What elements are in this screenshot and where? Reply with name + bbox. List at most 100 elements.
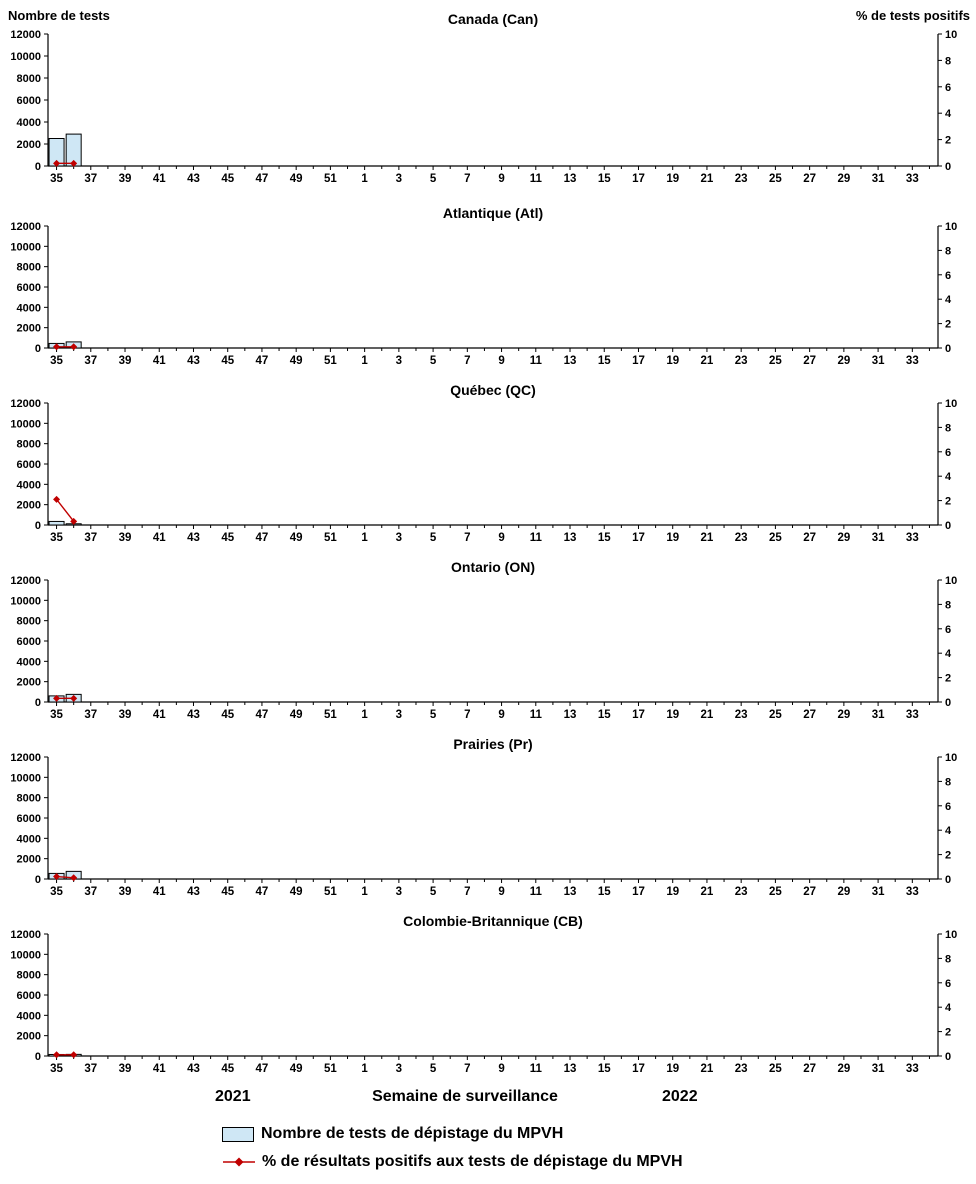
tick-label: 10000	[10, 241, 41, 253]
data-point-marker	[53, 694, 61, 702]
data-point-marker	[53, 495, 61, 503]
tick-label: 5	[430, 886, 437, 898]
chart-panel-2: Atlantique (Atl)020004000600080001000012…	[10, 205, 957, 367]
tick-label: 1	[361, 532, 368, 544]
tick-label: 45	[221, 1063, 234, 1075]
tick-label: 51	[324, 1063, 337, 1075]
tick-label: 19	[666, 355, 679, 367]
tick-label: 15	[598, 709, 611, 721]
tick-label: 2	[945, 135, 951, 147]
tick-label: 21	[701, 355, 714, 367]
tick-label: 1	[361, 173, 368, 185]
tick-label: 2000	[17, 854, 41, 866]
tick-label: 4	[945, 108, 952, 120]
tick-label: 8	[945, 55, 951, 67]
tick-label: 37	[84, 173, 97, 185]
tick-label: 25	[769, 709, 782, 721]
legend-item-positivity: % de résultats positifs aux tests de dép…	[222, 1148, 683, 1176]
tick-label: 45	[221, 173, 234, 185]
tick-label: 39	[119, 173, 132, 185]
tick-label: 27	[803, 355, 816, 367]
tick-label: 37	[84, 1063, 97, 1075]
tick-label: 0	[35, 520, 41, 532]
tick-label: 33	[906, 1063, 919, 1075]
tick-label: 17	[632, 886, 645, 898]
tick-label: 7	[464, 355, 470, 367]
data-point-marker	[70, 694, 78, 702]
tick-label: 12000	[10, 575, 41, 587]
tick-label: 27	[803, 709, 816, 721]
tick-label: 10	[945, 29, 957, 41]
tick-label: 49	[290, 173, 303, 185]
tick-label: 10	[945, 575, 957, 587]
tick-label: 37	[84, 709, 97, 721]
tick-label: 0	[35, 1051, 41, 1063]
tick-label: 13	[564, 173, 577, 185]
tick-label: 8	[945, 422, 951, 434]
chart-title: Ontario (ON)	[451, 559, 535, 575]
tick-label: 35	[50, 532, 63, 544]
tick-label: 23	[735, 355, 748, 367]
tick-label: 6000	[17, 282, 41, 294]
tick-label: 33	[906, 173, 919, 185]
tick-label: 6000	[17, 95, 41, 107]
tick-label: 13	[564, 355, 577, 367]
tick-label: 7	[464, 1063, 470, 1075]
tick-label: 45	[221, 355, 234, 367]
tick-label: 47	[256, 709, 269, 721]
tick-label: 33	[906, 709, 919, 721]
tick-label: 47	[256, 886, 269, 898]
tick-label: 7	[464, 173, 470, 185]
tick-label: 43	[187, 355, 200, 367]
tick-label: 21	[701, 173, 714, 185]
tick-label: 39	[119, 355, 132, 367]
tick-label: 41	[153, 886, 166, 898]
tick-label: 35	[50, 173, 63, 185]
tick-label: 3	[396, 886, 402, 898]
tick-label: 41	[153, 1063, 166, 1075]
tick-label: 51	[324, 173, 337, 185]
tick-label: 5	[430, 709, 437, 721]
tick-label: 8	[945, 599, 951, 611]
tick-label: 8000	[17, 793, 41, 805]
tick-label: 4000	[17, 1010, 41, 1022]
tick-label: 39	[119, 709, 132, 721]
tick-label: 41	[153, 355, 166, 367]
tick-label: 37	[84, 532, 97, 544]
data-point-marker	[70, 159, 78, 167]
tick-label: 47	[256, 355, 269, 367]
tick-label: 11	[530, 532, 543, 544]
tick-label: 27	[803, 886, 816, 898]
tick-label: 10	[945, 398, 957, 410]
tick-label: 19	[666, 532, 679, 544]
tick-label: 5	[430, 532, 437, 544]
tick-label: 15	[598, 1063, 611, 1075]
tick-label: 23	[735, 709, 748, 721]
tick-label: 10000	[10, 418, 41, 430]
tick-label: 9	[498, 886, 504, 898]
tick-label: 12000	[10, 221, 41, 233]
tick-label: 3	[396, 173, 402, 185]
tick-label: 12000	[10, 398, 41, 410]
right-axis-title: % de tests positifs	[855, 8, 970, 23]
tick-label: 35	[50, 709, 63, 721]
chart-panel-4: Ontario (ON) 0 2000 4000 6000 8000 10000 12000 0…	[10, 559, 957, 721]
tick-label: 9	[498, 532, 504, 544]
tick-label: 2	[945, 673, 951, 685]
chart-title: Atlantique (Atl)	[443, 205, 543, 221]
tick-label: 29	[837, 886, 850, 898]
tick-label: 0	[945, 520, 951, 532]
chart-title: Prairies (Pr)	[453, 736, 532, 752]
tick-label: 10	[945, 221, 957, 233]
legend: Nombre de tests de dépistage du MPVH % d…	[222, 1120, 683, 1176]
tick-label: 2000	[17, 139, 41, 151]
tick-label: 0	[945, 874, 951, 886]
tick-label: 31	[872, 709, 885, 721]
tick-label: 15	[598, 355, 611, 367]
tick-label: 29	[837, 1063, 850, 1075]
chart-panel-1: Canada (Can) 0 2000 4000 6000 8000 10000 12000 0…	[10, 11, 957, 185]
tick-label: 43	[187, 709, 200, 721]
tick-label: 47	[256, 1063, 269, 1075]
tick-label: 12000	[10, 29, 41, 41]
tick-label: 13	[564, 886, 577, 898]
